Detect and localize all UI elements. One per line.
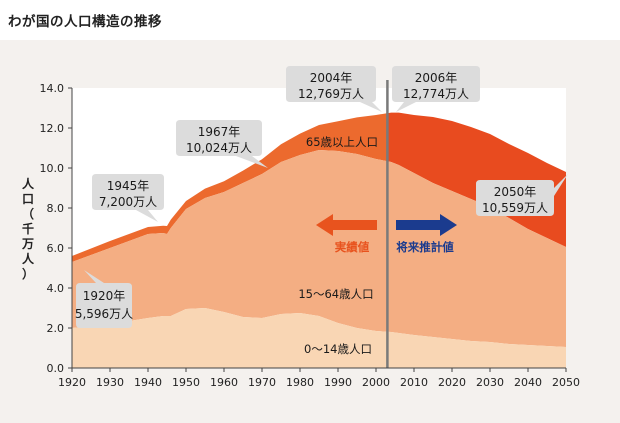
- y-axis-label: 人口（千万人）: [21, 176, 35, 281]
- callout-2006-year: 2006年: [415, 71, 458, 85]
- y-tick-label: 2.0: [47, 322, 65, 335]
- callout-2006-value: 12,774万人: [403, 87, 469, 101]
- x-tick-label: 1920: [58, 376, 86, 389]
- callout-1945: 1945年 7,200万人: [92, 174, 164, 222]
- x-tick-label: 1960: [210, 376, 238, 389]
- x-tick-label: 1940: [134, 376, 162, 389]
- x-tick-label: 1970: [248, 376, 276, 389]
- callout-2050-value: 10,559万人: [482, 201, 548, 215]
- x-tick-label: 1930: [96, 376, 124, 389]
- area-65-plus-actual: [72, 113, 388, 262]
- y-tick-label: 0.0: [47, 362, 65, 375]
- projected-label: 将来推計値: [396, 240, 454, 254]
- callout-1967-year: 1967年: [198, 125, 241, 139]
- callout-1945-value: 7,200万人: [99, 195, 157, 209]
- y-tick-label: 6.0: [47, 242, 65, 255]
- axes: 0.0 2.0 4.0 6.0 8.0 10.0 12.0 14.0 1920 1930 1940 1…: [40, 82, 581, 389]
- chart-title: わが国の人口構造の推移: [8, 14, 162, 30]
- callout-1920-value: 5,596万人: [75, 307, 133, 321]
- callout-2004-year: 2004年: [310, 71, 353, 85]
- projected-arrow: [396, 214, 457, 236]
- callout-1967-value: 10,024万人: [186, 141, 252, 155]
- y-tick-label: 8.0: [47, 202, 65, 215]
- callout-1920: 1920年 5,596万人: [75, 270, 133, 328]
- header-band: わが国の人口構造の推移: [0, 0, 620, 40]
- x-tick-label: 2010: [400, 376, 428, 389]
- callout-2004-value: 12,769万人: [298, 87, 364, 101]
- x-tick-label: 2050: [552, 376, 580, 389]
- x-tick-label: 1990: [324, 376, 352, 389]
- x-tick-label: 2030: [476, 376, 504, 389]
- callout-2050: 2050年 10,559万人: [476, 174, 568, 216]
- x-tick-label: 1950: [172, 376, 200, 389]
- x-tick-label: 2040: [514, 376, 542, 389]
- area-0-14: [72, 308, 566, 368]
- callout-1945-year: 1945年: [107, 179, 150, 193]
- callout-2004: 2004年 12,769万人: [286, 66, 382, 112]
- actual-arrow: [316, 214, 377, 236]
- band-label-15-64: 15〜64歳人口: [298, 287, 373, 301]
- callout-1920-year: 1920年: [83, 289, 126, 303]
- y-tick-label: 12.0: [40, 122, 65, 135]
- stacked-areas: [72, 80, 566, 368]
- callout-2006: 2006年 12,774万人: [392, 66, 480, 112]
- callout-2050-year: 2050年: [494, 185, 537, 199]
- y-tick-label: 4.0: [47, 282, 65, 295]
- x-tick-label: 1980: [286, 376, 314, 389]
- band-label-65-plus: 65歳以上人口: [306, 135, 378, 149]
- x-tick-label: 2020: [438, 376, 466, 389]
- x-tick-label: 2000: [362, 376, 390, 389]
- band-label-0-14: 0〜14歳人口: [304, 342, 372, 356]
- callout-1967: 1967年 10,024万人: [176, 120, 268, 168]
- actual-label: 実績値: [335, 240, 370, 254]
- area-15-64: [72, 150, 566, 347]
- y-tick-label: 14.0: [40, 82, 65, 95]
- y-tick-label: 10.0: [40, 162, 65, 175]
